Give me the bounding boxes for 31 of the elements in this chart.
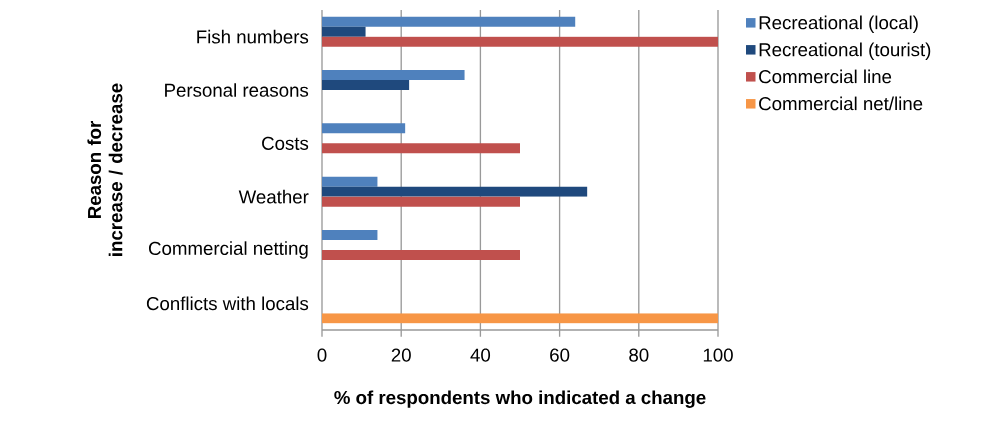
legend-label: Recreational (tourist) [759,42,931,60]
bar [322,186,588,197]
x-axis-title: % of respondents who indicated a change [334,390,706,408]
bar [322,313,718,324]
y-tick-label: Personal reasons [165,83,309,97]
bar [322,143,520,154]
y-tick-label: Weather [238,189,309,204]
x-tick-label: 0 [317,348,327,362]
y-tick-label: Commercial netting [148,241,308,259]
x-tick-label: 40 [470,348,491,362]
bar [322,70,465,81]
y-tick-label: Fish numbers [197,29,309,44]
x-tick-label: 80 [629,348,649,362]
bar [322,123,406,134]
x-tick-label: 60 [550,348,570,362]
bar [322,176,378,187]
legend-label: Recreational (local) [759,15,918,33]
bar [322,196,520,207]
y-tick-label: Conflicts with locals [146,296,309,311]
x-tick-label: 20 [391,348,411,362]
legend-label: Commercial net/line [759,96,923,111]
bar [322,230,378,241]
bar [322,80,410,91]
legend-label: Commercial line [759,69,892,84]
bar [322,36,718,47]
y-tick-label: Costs [262,136,309,150]
bar [322,26,366,37]
bar [322,16,576,27]
x-tick-label: 100 [703,348,733,362]
y-axis-title: Reason for increase / decrease [87,83,123,256]
bar [322,250,520,261]
